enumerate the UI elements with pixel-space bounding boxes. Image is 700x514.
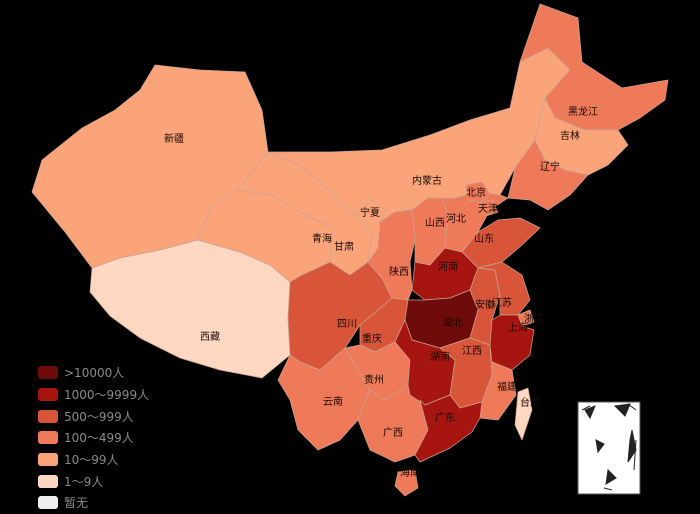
map-legend: >10000人 1000～9999人 500～999人 100～499人 10～… bbox=[38, 362, 149, 514]
label-gansu: 甘肃 bbox=[334, 240, 354, 253]
label-henan: 河南 bbox=[438, 260, 458, 273]
legend-item[interactable]: 1～9人 bbox=[38, 470, 149, 492]
label-hebei: 河北 bbox=[446, 213, 466, 225]
legend-swatch bbox=[38, 388, 58, 402]
label-jilin: 吉林 bbox=[560, 129, 580, 142]
label-liaoning: 辽宁 bbox=[540, 160, 560, 173]
province-taiwan[interactable] bbox=[514, 387, 533, 441]
province-tianjin[interactable] bbox=[479, 199, 499, 217]
label-guangdong: 广东 bbox=[435, 411, 455, 424]
label-yunnan: 云南 bbox=[323, 395, 343, 408]
legend-label: >10000人 bbox=[64, 366, 125, 381]
legend-item[interactable]: 100～499人 bbox=[38, 427, 149, 449]
map-canvas: 新疆 西藏 青海 甘肃 内蒙古 宁夏 四川 重庆 云南 贵州 陕西 山西 河北 … bbox=[31, 3, 669, 497]
province-beijing[interactable] bbox=[465, 181, 491, 203]
label-hainan: 海南 bbox=[400, 466, 420, 479]
label-anhui: 安徽 bbox=[475, 298, 495, 311]
label-shanghai: 浙江 bbox=[524, 313, 544, 325]
label-zhejiang: 上海 bbox=[508, 321, 528, 334]
label-hunan: 湖南 bbox=[430, 350, 450, 363]
province-guangdong[interactable] bbox=[414, 394, 483, 463]
label-fujian: 福建 bbox=[497, 380, 517, 393]
label-jiangxi: 江西 bbox=[462, 345, 482, 357]
label-xinjiang: 新疆 bbox=[164, 132, 184, 145]
legend-item[interactable]: >10000人 bbox=[38, 362, 149, 384]
label-shandong: 山东 bbox=[474, 232, 494, 245]
label-hubei: 湖北 bbox=[443, 317, 463, 329]
legend-item[interactable]: 10～99人 bbox=[38, 449, 149, 471]
province-zhejiang[interactable] bbox=[489, 314, 535, 371]
legend-item[interactable]: 500～999人 bbox=[38, 405, 149, 427]
legend-swatch bbox=[38, 453, 58, 467]
label-heilongjiang: 黑龙江 bbox=[568, 105, 598, 118]
label-ningxia: 宁夏 bbox=[360, 206, 380, 219]
label-jiangsu: 江苏 bbox=[492, 296, 512, 309]
legend-label: 1000～9999人 bbox=[64, 388, 150, 403]
legend-item[interactable]: 1000～9999人 bbox=[38, 384, 149, 406]
province-hainan[interactable] bbox=[394, 469, 419, 497]
label-neimenggu: 内蒙古 bbox=[412, 174, 442, 187]
label-shanxi: 山西 bbox=[425, 217, 445, 229]
province-fujian[interactable] bbox=[479, 361, 517, 421]
china-map: 新疆 西藏 青海 甘肃 内蒙古 宁夏 四川 重庆 云南 贵州 陕西 山西 河北 … bbox=[31, 3, 669, 497]
legend-label: 10～99人 bbox=[64, 453, 119, 468]
label-qinghai: 青海 bbox=[312, 232, 332, 245]
province-heilongjiang[interactable] bbox=[519, 3, 669, 131]
legend-swatch bbox=[38, 474, 58, 488]
legend-label: 100～499人 bbox=[64, 431, 134, 446]
legend-swatch bbox=[38, 496, 58, 510]
label-shaanxi: 陕西 bbox=[389, 265, 409, 278]
inset-dashes bbox=[581, 403, 637, 491]
province-shaanxi[interactable] bbox=[367, 209, 416, 301]
label-beijing: 北京 bbox=[466, 186, 486, 199]
legend-swatch bbox=[38, 366, 58, 380]
label-guangxi: 广西 bbox=[383, 427, 403, 439]
label-taiwan: 台湾 bbox=[520, 396, 540, 409]
legend-swatch bbox=[38, 431, 58, 445]
label-xizang: 西藏 bbox=[200, 331, 220, 343]
legend-label: 暂无 bbox=[64, 496, 89, 511]
inset-islands bbox=[584, 403, 637, 485]
label-sichuan: 四川 bbox=[337, 319, 357, 330]
label-tianjin: 天津 bbox=[478, 203, 498, 215]
province-labels: 新疆 西藏 青海 甘肃 内蒙古 宁夏 四川 重庆 云南 贵州 陕西 山西 河北 … bbox=[164, 105, 598, 479]
province-liaoning[interactable] bbox=[507, 139, 589, 211]
legend-label: 500～999人 bbox=[64, 409, 134, 424]
legend-label: 1～9人 bbox=[64, 474, 104, 489]
south-china-sea-inset bbox=[577, 401, 641, 495]
label-guizhou: 贵州 bbox=[364, 373, 384, 386]
legend-item[interactable]: 暂无 bbox=[38, 492, 149, 514]
legend-swatch bbox=[38, 409, 58, 423]
label-chongqing: 重庆 bbox=[362, 332, 382, 345]
